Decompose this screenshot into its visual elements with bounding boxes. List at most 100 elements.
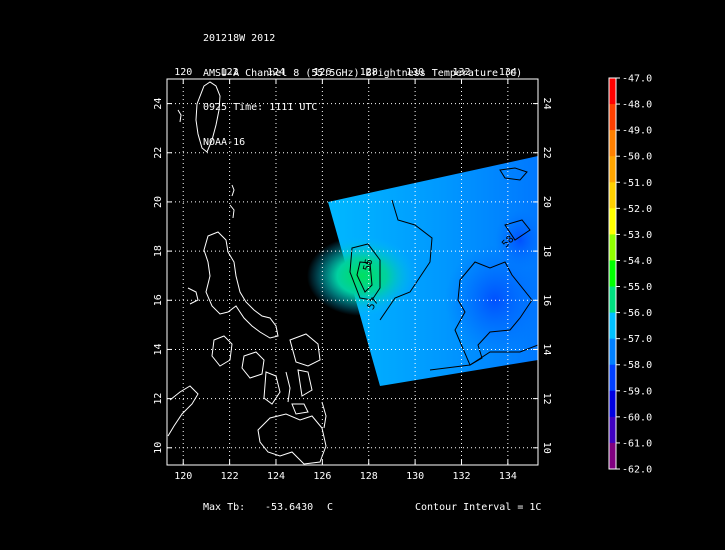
lat-tick-label-left: 20	[153, 196, 164, 208]
colorbar-segment	[609, 130, 616, 157]
lat-tick-label-left: 12	[153, 393, 164, 405]
colorbar-label: -57.0	[622, 334, 652, 345]
lat-tick-label-left: 10	[153, 442, 164, 454]
colorbar-segment	[609, 182, 616, 209]
contour-interval: Contour Interval = 1C	[415, 502, 542, 513]
mindoro-coastline	[211, 335, 233, 367]
colorbar-segment	[609, 390, 616, 418]
colorbar-segment	[609, 208, 616, 235]
negros-coastline	[263, 371, 281, 405]
colorbar-label: -60.0	[622, 412, 652, 423]
lon-tick-label-top: 122	[221, 67, 239, 78]
colorbar: -47.0 -48.0 -49.0 -50.0 -51.0 -52.0 -53.0 -54.0…	[608, 74, 652, 476]
lon-tick-label-bottom: 128	[360, 471, 378, 482]
colorbar-label: -47.0	[622, 74, 652, 85]
contour-label: 56	[362, 258, 376, 272]
contour-line	[379, 199, 433, 321]
lat-tick-label-right: 14	[541, 343, 552, 355]
max-tb-label: Max Tb:	[203, 502, 246, 513]
observation-time: 0925 Time: 1111 UTC	[203, 102, 318, 113]
storm-id: 201218W 2012	[203, 33, 276, 44]
colorbar-segment	[609, 338, 616, 366]
max-tb-unit: C	[327, 502, 334, 513]
lon-tick-label-top: 130	[406, 67, 424, 78]
contour-line	[349, 243, 381, 301]
colorbar-label: -61.0	[622, 438, 652, 449]
lon-tick-label-top: 120	[174, 67, 192, 78]
colorbar-label: -62.0	[622, 465, 652, 476]
lon-tick-label-top: 128	[360, 67, 378, 78]
coast-segment	[231, 184, 235, 197]
lat-tick-label-right: 20	[541, 196, 552, 208]
contour-label: 57	[366, 296, 382, 312]
colorbar-label: -52.0	[622, 204, 652, 215]
bohol-coastline	[291, 403, 309, 415]
mindanao-coastline	[257, 413, 327, 465]
colorbar-segment	[609, 78, 616, 105]
contour-line	[429, 344, 538, 371]
colorbar-label: -49.0	[622, 126, 652, 137]
lat-tick-label-left: 22	[153, 147, 164, 159]
lat-tick-label-left: 18	[153, 245, 164, 257]
lon-tick-label-bottom: 134	[499, 471, 517, 482]
colorbar-segment	[609, 442, 616, 470]
leyte-coastline	[297, 369, 313, 397]
colorbar-segment	[609, 416, 616, 444]
lon-tick-label-bottom: 124	[267, 471, 285, 482]
lat-tick-label-left: 24	[153, 98, 164, 110]
colorbar-label: -54.0	[622, 256, 652, 267]
colorbar-segment	[609, 260, 616, 288]
colorbar-label: -56.0	[622, 308, 652, 319]
colorbar-segment	[609, 312, 616, 340]
luzon-coastline	[203, 231, 279, 339]
coastline	[167, 81, 327, 465]
colorbar-label: -55.0	[622, 282, 652, 293]
taiwan-coastline	[195, 81, 221, 153]
coast-segment	[177, 109, 182, 123]
max-tb-value: -53.6430	[265, 502, 314, 513]
lon-tick-label-top: 134	[499, 67, 517, 78]
contour-line	[356, 261, 373, 293]
lat-tick-label-left: 16	[153, 294, 164, 306]
colorbar-segment	[609, 104, 616, 131]
axis-ticks	[167, 79, 538, 465]
lon-tick-label-bottom: 120	[174, 471, 192, 482]
colorbar-segment	[609, 234, 616, 261]
lon-tick-label-top: 124	[267, 67, 285, 78]
lon-tick-label-bottom: 126	[313, 471, 331, 482]
satellite-name: NOAA-16	[203, 136, 246, 148]
colorbar-segment	[609, 364, 616, 392]
lon-tick-label-bottom: 132	[452, 471, 470, 482]
colorbar-label: -51.0	[622, 178, 652, 189]
panay-coastline	[241, 351, 265, 379]
contour-line	[504, 219, 531, 241]
colorbar-label: -58.0	[622, 360, 652, 371]
lat-tick-label-right: 24	[541, 98, 552, 110]
lat-tick-label-right: 18	[541, 245, 552, 257]
coast-segment	[187, 287, 199, 305]
samar-coastline	[289, 333, 321, 367]
lon-tick-label-top: 126	[313, 67, 331, 78]
colorbar-segment	[609, 286, 616, 314]
lat-tick-label-right: 10	[541, 442, 552, 454]
colorbar-label: -59.0	[622, 386, 652, 397]
lat-tick-label-left: 14	[153, 343, 164, 355]
warm-core-shading	[307, 236, 417, 316]
temperature-contours	[349, 167, 538, 371]
coast-segment	[321, 401, 327, 429]
lat-tick-label-right: 12	[541, 393, 552, 405]
colorbar-label: -48.0	[622, 100, 652, 111]
cebu-coastline	[285, 371, 291, 403]
lon-tick-label-top: 132	[452, 67, 470, 78]
product-title: AMSU-A Channel 8 (55.5GHz) Brightness Te…	[203, 67, 523, 79]
chart-header: 201218W 2012 AMSU-A Channel 8 (55.5GHz) …	[203, 10, 522, 160]
lon-tick-label-bottom: 130	[406, 471, 424, 482]
contour-line	[499, 167, 528, 181]
lat-tick-label-right: 16	[541, 294, 552, 306]
colorbar-frame	[608, 77, 617, 470]
contour-line	[454, 261, 533, 366]
lon-tick-label-bottom: 122	[221, 471, 239, 482]
lat-tick-label-right: 22	[541, 147, 552, 159]
coast-segment	[229, 204, 235, 219]
